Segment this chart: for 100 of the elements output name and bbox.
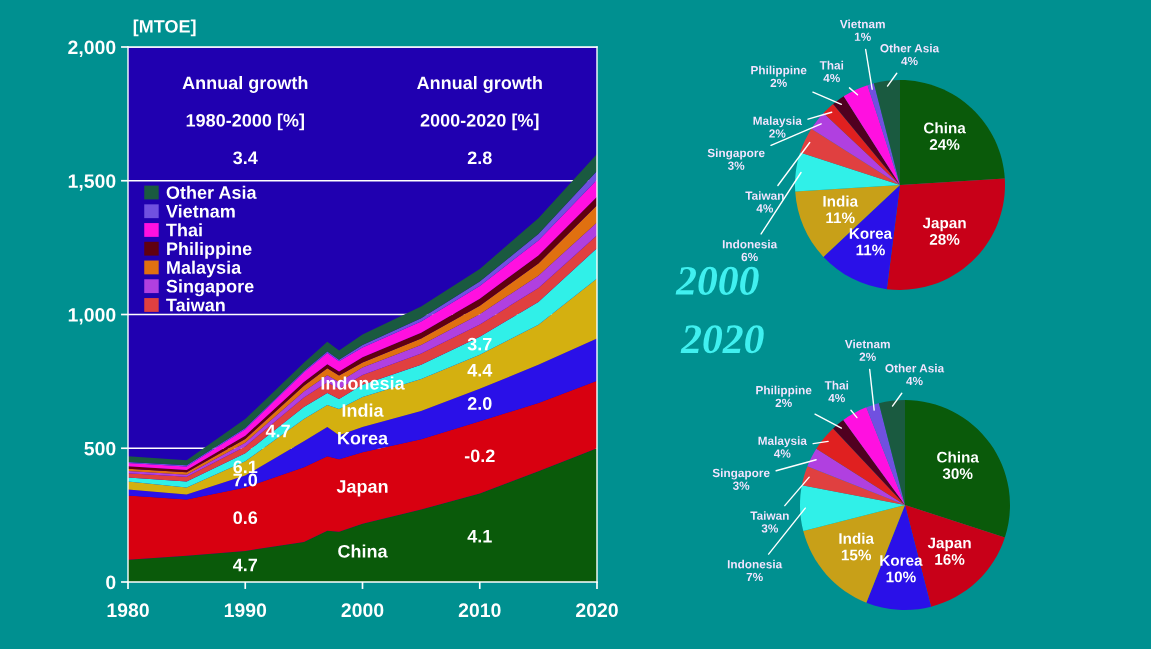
y-tick-label: 1,000: [68, 307, 116, 325]
data-label: 4%: [823, 73, 840, 83]
pie-slice: [878, 400, 905, 505]
y-tick-label: 500: [84, 441, 116, 456]
annotation: 7.0: [233, 473, 258, 487]
y-tick-label: 2,000: [68, 40, 116, 58]
y-tick-label: 1,500: [68, 174, 116, 191]
slice-label: China: [923, 122, 966, 134]
series-label: Indonesia: [321, 376, 405, 390]
x-tick-label: 2020: [576, 603, 618, 618]
x-tick-label: 1990: [224, 603, 267, 618]
slice-label: Philippine: [751, 65, 807, 77]
data-label: 3%: [761, 524, 779, 533]
slice-label: Indonesia: [727, 559, 783, 569]
data-label: 4%: [773, 449, 791, 458]
annotation: 1980-2000 [%]: [186, 113, 304, 131]
chart-title: 2020: [680, 325, 764, 354]
data-label: 2%: [859, 352, 876, 361]
slice-label: Singapore: [712, 468, 770, 480]
data-label: 3%: [727, 161, 745, 170]
y-tick-label: 0: [106, 575, 116, 590]
slice-label: Other Asia: [880, 43, 940, 53]
slice-label: Thai: [824, 380, 849, 390]
slice-label: Japan: [927, 537, 971, 552]
slice-label: Thai: [819, 60, 844, 70]
legend-label: Philippine: [167, 241, 252, 259]
y-axis-title: [MTOE]: [133, 19, 196, 37]
pie-slice: [795, 152, 900, 192]
annotation: 2.8: [467, 151, 492, 165]
slice-label: Malaysia: [753, 116, 802, 128]
data-label: 16%: [935, 553, 965, 565]
slice-label: Other Asia: [885, 363, 945, 373]
annotation: 0.6: [233, 511, 258, 525]
slice-label: Philippine: [756, 385, 812, 397]
data-label: 4%: [828, 393, 845, 403]
pie-slice: [801, 466, 905, 505]
legend-label: Malaysia: [167, 260, 242, 278]
slice-label: Japan: [922, 217, 966, 232]
legend-label: Other Asia: [166, 185, 257, 199]
legend-label: Singapore: [166, 279, 254, 297]
data-label: 11%: [826, 212, 855, 224]
legend-label: Thai: [166, 223, 202, 237]
pie-slice: [807, 448, 905, 505]
data-label: 2%: [770, 78, 787, 88]
data-label: 30%: [942, 468, 973, 480]
pie-slice: [823, 104, 900, 185]
series-label: India: [342, 403, 384, 417]
annotation: 3.7: [467, 337, 492, 351]
slice-label: Vietnam: [839, 19, 885, 29]
pie-slice: [816, 428, 905, 505]
slice-label: India: [823, 195, 859, 207]
x-tick-label: 2000: [341, 603, 384, 618]
x-tick-label: 1980: [107, 603, 149, 618]
slice-label: Korea: [849, 228, 893, 239]
pie-slice: [800, 485, 905, 532]
annotation: 6.1: [233, 460, 258, 474]
data-label: 2%: [769, 129, 786, 138]
pie-slice: [905, 400, 1010, 538]
pie-slice: [866, 403, 905, 505]
series-label: China: [338, 544, 388, 558]
slice-label: Malaysia: [758, 436, 807, 448]
data-label: 1%: [854, 32, 871, 41]
data-label: 10%: [886, 571, 916, 583]
text: 2000: [675, 266, 759, 295]
data-label: 7%: [746, 572, 763, 582]
slice-label: India: [839, 532, 875, 544]
annotation: Annual growth: [417, 75, 542, 93]
pie-slice: [843, 407, 905, 505]
slice-label: Singapore: [707, 148, 765, 160]
slice-label: Taiwan: [745, 191, 784, 200]
data-label: 11%: [856, 244, 885, 256]
x-tick-label: 2010: [458, 603, 501, 618]
slice-label: Vietnam: [844, 339, 890, 349]
data-label: 4%: [906, 376, 923, 386]
data-label: 15%: [841, 549, 872, 561]
data-label: 2%: [775, 398, 792, 408]
pie-slice: [811, 113, 900, 185]
pie-slice: [843, 85, 900, 185]
data-label: 4%: [901, 56, 918, 66]
slice-label: China: [937, 451, 979, 463]
slice-label: Taiwan: [750, 511, 789, 520]
annotation: 4.7: [232, 558, 258, 572]
annotation: 2.0: [467, 397, 492, 410]
pie-slice: [833, 96, 900, 185]
legend-label: Taiwan: [166, 298, 225, 312]
data-label: 24%: [929, 139, 960, 150]
pie-slice: [900, 80, 1005, 185]
pie-slice: [867, 83, 900, 185]
data-label: 28%: [929, 233, 960, 245]
series-label: Korea: [338, 431, 389, 445]
annotation: 4.4: [467, 363, 493, 377]
annotation: 3.4: [233, 151, 258, 165]
slice-label: Indonesia: [722, 239, 778, 249]
legend-label: Vietnam: [166, 204, 235, 218]
pie-slice: [873, 80, 900, 185]
series-label: Japan: [336, 480, 388, 497]
pie-slice: [823, 185, 900, 290]
annotation: -0.2: [464, 449, 495, 463]
data-label: 3%: [732, 481, 750, 490]
pie-slice: [795, 185, 900, 257]
